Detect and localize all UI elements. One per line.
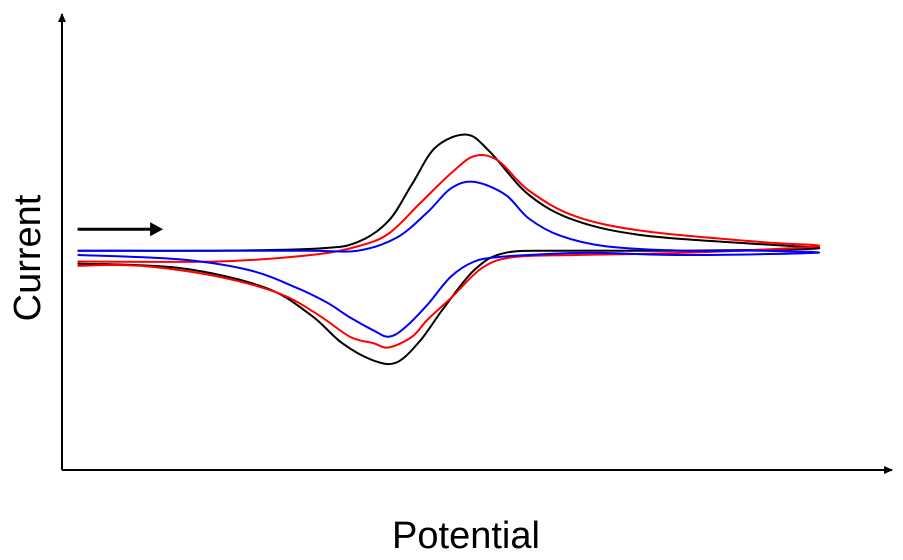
x-axis-label: Potential <box>392 515 540 557</box>
series-line-1 <box>77 133 821 366</box>
series-line-3 <box>77 180 820 338</box>
scan-direction-arrow-icon <box>150 222 164 237</box>
series-layer <box>77 133 821 366</box>
annotation-layer <box>77 222 164 237</box>
y-axis-label: Current <box>7 194 49 321</box>
